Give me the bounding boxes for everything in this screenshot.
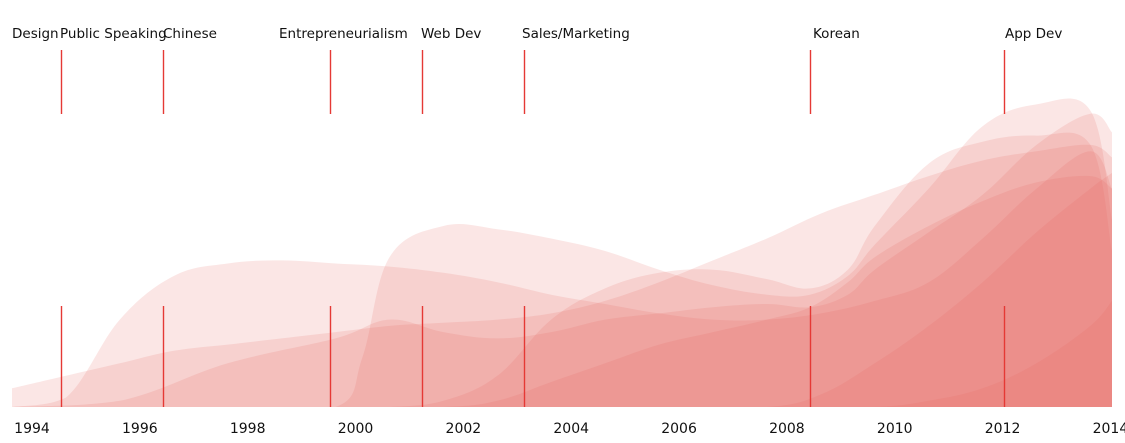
milestone-label: Public Speaking (60, 26, 167, 42)
x-tick-label: 2012 (985, 421, 1021, 437)
x-tick-label: 2014 (1093, 421, 1125, 437)
x-tick-label: 2004 (553, 421, 589, 437)
skill-area-7 (12, 173, 1112, 407)
skill-area-3 (12, 98, 1112, 408)
milestone-label: Korean (813, 26, 860, 42)
skill-area-4 (12, 132, 1112, 407)
x-tick-label: 1994 (14, 421, 50, 437)
skill-areas (12, 98, 1112, 408)
x-tick-label: 1998 (230, 421, 266, 437)
skill-area-1 (12, 144, 1112, 407)
x-tick-label: 2000 (338, 421, 374, 437)
skill-area-2 (12, 151, 1112, 407)
milestone-markers (60, 50, 1006, 407)
x-tick-label: 2008 (769, 421, 805, 437)
skill-area-5 (12, 113, 1112, 408)
skill-area-8 (12, 300, 1112, 407)
x-tick-label: 2006 (661, 421, 697, 437)
x-tick-label: 2010 (877, 421, 913, 437)
milestone-label: App Dev (1005, 26, 1062, 42)
x-tick-label: 2002 (446, 421, 482, 437)
milestone-label: Sales/Marketing (522, 26, 630, 42)
milestone-label: Chinese (163, 26, 217, 42)
skill-area-6 (12, 175, 1112, 407)
milestone-label: Design (12, 26, 59, 42)
x-axis: 1994 1996 1998 2000 2002 2004 2006 2008 2010 2012… (14, 421, 1125, 437)
milestone-label: Entrepreneurialism (279, 26, 408, 42)
x-tick-label: 1996 (122, 421, 158, 437)
milestone-label: Web Dev (421, 26, 481, 42)
